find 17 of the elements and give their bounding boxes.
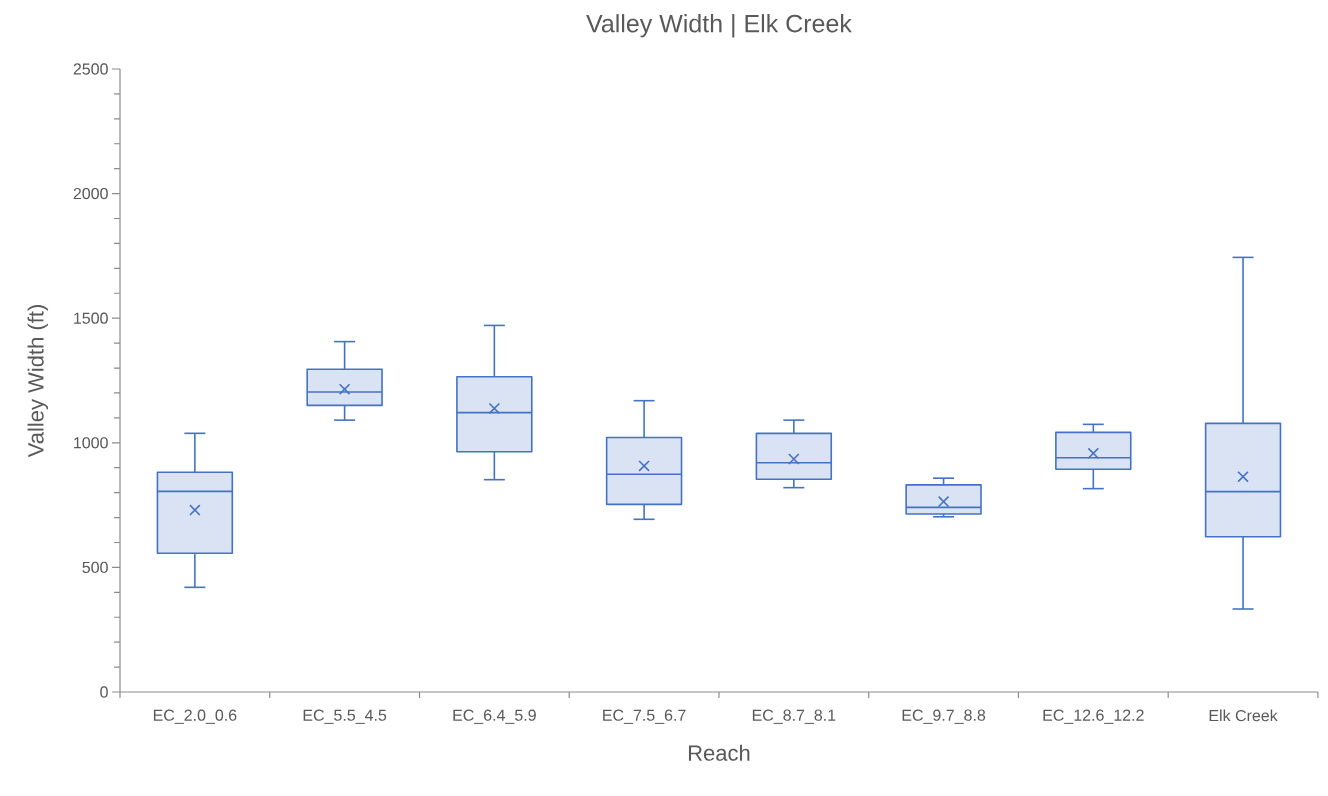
y-tick-label: 1000 — [74, 437, 108, 449]
y-tick-label: 2000 — [73, 187, 108, 200]
x-tick-label: EC_8.7_8.1 — [752, 709, 836, 724]
y-tick-label: 0 — [100, 686, 108, 698]
x-axis-title: Reach — [688, 744, 750, 761]
x-tick-label: EC_9.7_8.8 — [902, 709, 986, 724]
y-axis-title: Valley Width (ft) — [27, 305, 49, 458]
x-tick-label: EC_2.0_0.6 — [153, 709, 237, 724]
y-tick-label: 2500 — [73, 63, 108, 75]
y-tick-label: 500 — [82, 561, 108, 574]
x-tick-label: Elk Creek — [1209, 709, 1278, 722]
x-tick-label: EC_12.6_12.2 — [1043, 709, 1144, 724]
x-tick-label: EC_6.4_5.9 — [453, 709, 536, 724]
y-tick-label: 1500 — [74, 312, 108, 324]
chart-title: Valley Width | Elk Creek — [586, 14, 852, 38]
x-tick-label: EC_5.5_4.5 — [303, 709, 387, 724]
x-tick-label: EC_7.5_6.7 — [603, 709, 686, 724]
